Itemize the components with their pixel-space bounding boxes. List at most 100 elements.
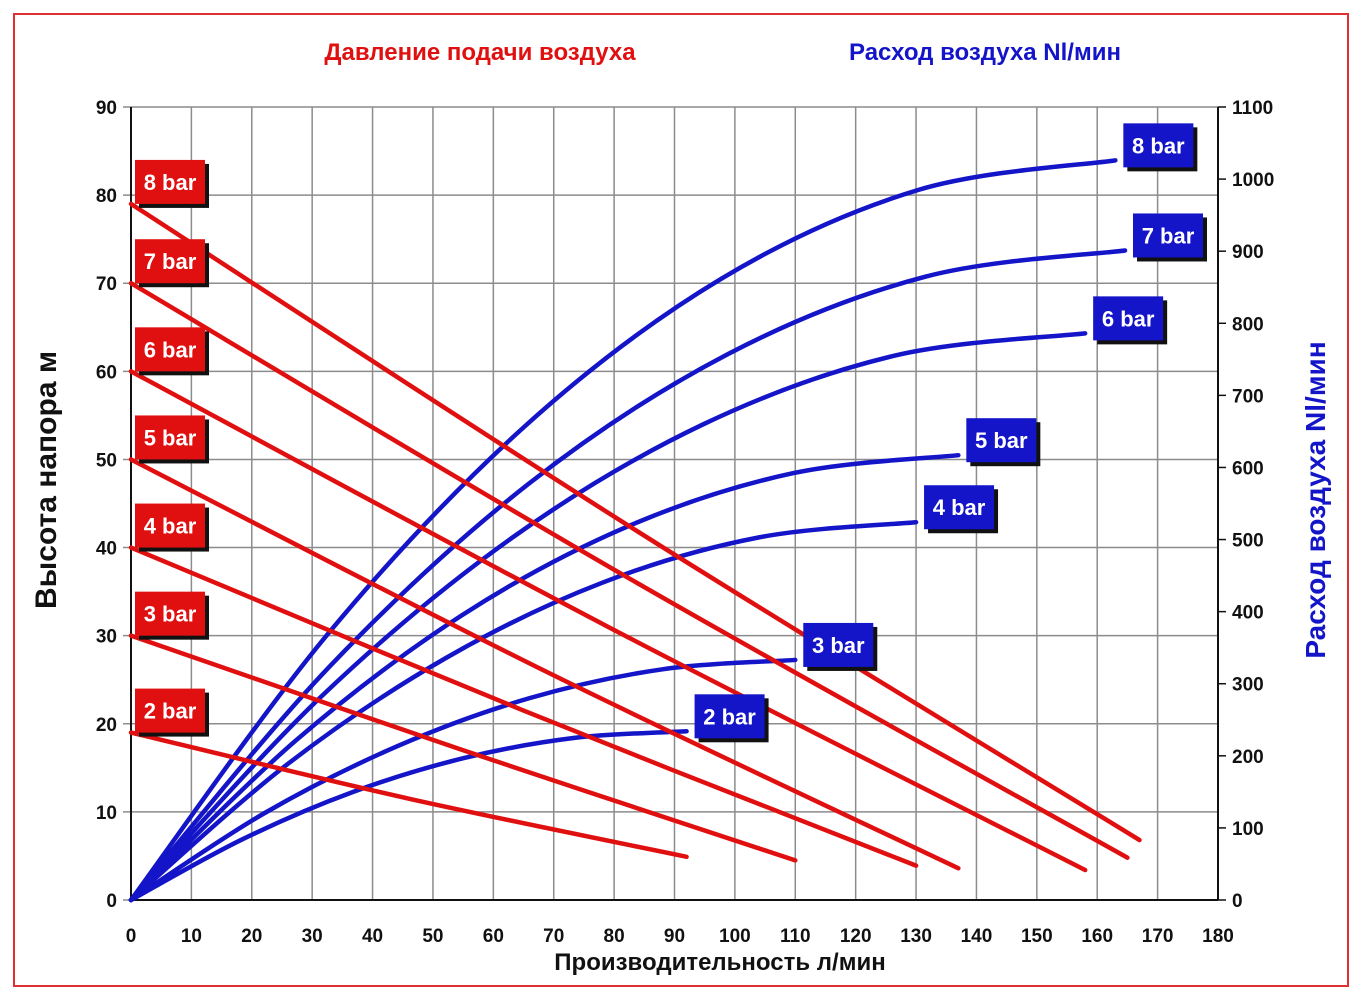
- x-tick-label: 130: [900, 926, 932, 947]
- pressure-label-5-bar: 5 bar: [135, 415, 209, 464]
- label-text: 5 bar: [144, 425, 197, 450]
- x-tick-label: 180: [1202, 926, 1234, 947]
- air-flow-line-7-bar: [128, 248, 1128, 903]
- air-label-3-bar: 3 bar: [803, 622, 878, 671]
- x-tick-label: 150: [1021, 926, 1053, 947]
- y-right-tick-label: 0: [1232, 891, 1243, 912]
- air-flow-line-8-bar: [128, 158, 1118, 903]
- label-box: [135, 688, 205, 733]
- pressure-label-2-bar: 2 bar: [135, 688, 209, 737]
- label-text: 7 bar: [144, 249, 197, 274]
- label-text: 7 bar: [1142, 223, 1195, 248]
- y-axis-left-label: Высота напора м: [30, 351, 63, 609]
- y-right-tick-label: 700: [1232, 386, 1264, 407]
- y-right-tick-label: 900: [1232, 242, 1264, 263]
- label-text: 6 bar: [144, 337, 197, 362]
- x-tick-label: 20: [241, 926, 262, 947]
- y-left-tick-label: 10: [96, 803, 117, 824]
- y-right-tick-label: 100: [1232, 819, 1264, 840]
- air-label-2-bar: 2 bar: [694, 694, 769, 743]
- head-line-5-bar: [128, 457, 961, 871]
- x-tick-label: 60: [483, 926, 504, 947]
- label-box: [135, 591, 205, 636]
- y-right-tick-label: 600: [1232, 458, 1264, 479]
- label-box: [1093, 296, 1164, 341]
- y-right-tick-label: 500: [1232, 531, 1264, 552]
- y-right-tick-label: 1100: [1232, 98, 1273, 119]
- x-tick-label: 90: [664, 926, 685, 947]
- x-tick-label: 110: [780, 926, 811, 947]
- label-box: [1123, 123, 1194, 168]
- axes: 0 10 20 30 40 50 60 70 80 90 100 110 120 130 140 150 160…: [96, 98, 1274, 947]
- x-tick-label: 70: [543, 926, 564, 947]
- air-flow-line-4-bar: [128, 519, 919, 903]
- frame: [13, 13, 1349, 987]
- air-label-5-bar: 5 bar: [966, 418, 1041, 467]
- label-box: [694, 694, 765, 739]
- x-tick-label: 40: [362, 926, 383, 947]
- x-tick-label: 80: [604, 926, 625, 947]
- x-tick-label: 140: [961, 926, 993, 947]
- label-box: [135, 415, 205, 460]
- title-pressure: Давление подачи воздуха: [324, 39, 636, 66]
- label-text: 6 bar: [1102, 306, 1155, 331]
- y-left-tick-label: 50: [96, 450, 117, 471]
- label-box: [924, 485, 995, 530]
- pressure-label-4-bar: 4 bar: [135, 503, 209, 552]
- pressure-label-8-bar: 8 bar: [135, 159, 209, 208]
- y-left-tick-label: 20: [96, 715, 117, 736]
- label-text: 4 bar: [144, 514, 197, 539]
- air-flow-series: [128, 158, 1128, 903]
- y-left-tick-label: 0: [106, 891, 117, 912]
- y-left-tick-label: 80: [96, 186, 117, 207]
- label-box: [1133, 213, 1204, 258]
- y-left-tick-label: 60: [96, 362, 117, 383]
- series-labels: 8 bar 7 bar 6 bar 5 bar 4 bar 3 bar 2 bar 8 bar…: [135, 123, 1208, 743]
- head-line-3-bar: [128, 633, 798, 863]
- y-axis-right-label: Расход воздуха Nl/мин: [1300, 341, 1331, 658]
- y-left-tick-label: 70: [96, 274, 117, 295]
- x-axis-label: Производительность л/мин: [554, 949, 885, 976]
- air-flow-line-6-bar: [128, 331, 1088, 903]
- head-line-7-bar: [128, 280, 1130, 860]
- x-tick-label: 160: [1081, 926, 1113, 947]
- pressure-label-7-bar: 7 bar: [135, 239, 209, 288]
- label-box: [966, 418, 1037, 463]
- air-label-4-bar: 4 bar: [924, 485, 999, 534]
- air-label-8-bar: 8 bar: [1123, 123, 1198, 172]
- x-tick-label: 10: [181, 926, 202, 947]
- y-right-tick-label: 800: [1232, 314, 1264, 335]
- y-left-tick-label: 90: [96, 98, 117, 119]
- x-tick-label: 50: [422, 926, 443, 947]
- x-tick-label: 0: [126, 926, 137, 947]
- y-left-tick-label: 40: [96, 539, 117, 560]
- head-series: [128, 201, 1142, 873]
- label-box: [135, 239, 205, 284]
- label-box: [135, 159, 205, 204]
- head-line-6-bar: [128, 369, 1088, 873]
- label-text: 4 bar: [933, 495, 986, 520]
- head-line-4-bar: [128, 545, 919, 868]
- x-tick-label: 30: [302, 926, 323, 947]
- x-tick-label: 170: [1142, 926, 1174, 947]
- label-box: [803, 622, 874, 667]
- head-line-8-bar: [128, 201, 1142, 843]
- x-tick-label: 120: [840, 926, 872, 947]
- label-box: [135, 503, 205, 548]
- pressure-label-6-bar: 6 bar: [135, 327, 209, 376]
- head-line-2-bar: [128, 730, 689, 860]
- label-text: 3 bar: [812, 633, 865, 658]
- label-text: 5 bar: [975, 428, 1028, 453]
- label-text: 8 bar: [1132, 133, 1185, 158]
- grid: [123, 106, 1219, 901]
- y-right-tick-label: 300: [1232, 675, 1264, 696]
- label-box: [135, 327, 205, 372]
- air-label-6-bar: 6 bar: [1093, 296, 1168, 345]
- label-text: 8 bar: [144, 170, 197, 195]
- label-text: 3 bar: [144, 602, 197, 627]
- x-tick-label: 100: [719, 926, 751, 947]
- title-air-flow: Расход воздуха Nl/мин: [849, 39, 1121, 66]
- label-text: 2 bar: [703, 704, 756, 729]
- pressure-label-3-bar: 3 bar: [135, 591, 209, 640]
